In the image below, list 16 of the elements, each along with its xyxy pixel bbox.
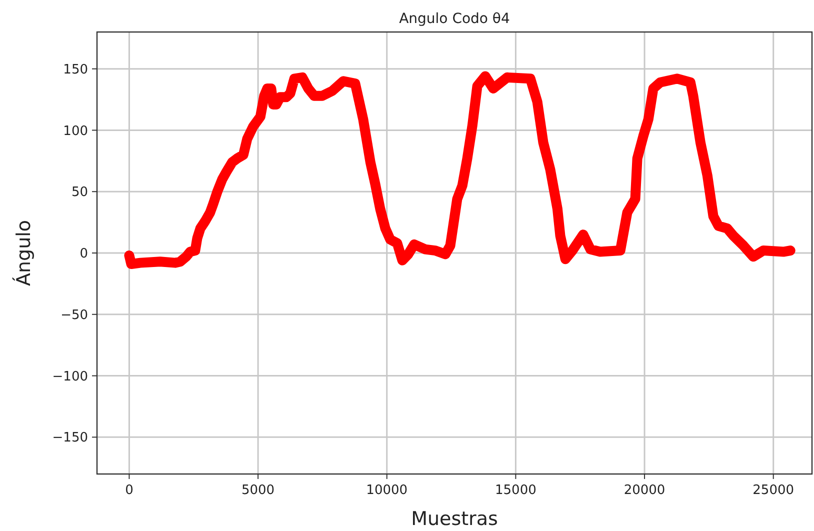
x-tick-label: 15000 [495, 483, 536, 498]
y-tick-label: 150 [63, 62, 88, 78]
x-tick-label: 5000 [241, 483, 275, 498]
y-axis-title: Ángulo [12, 220, 35, 286]
y-tick-label: 0 [80, 246, 88, 262]
y-tick-label: 50 [71, 185, 88, 200]
x-axis-title: Muestras [411, 508, 498, 530]
y-tick-label: −50 [60, 308, 88, 323]
y-tick-label: −100 [52, 369, 88, 384]
x-tick-label: 10000 [366, 483, 408, 498]
chart-title: Angulo Codo θ4 [399, 11, 510, 27]
x-tick-label: 25000 [752, 483, 794, 498]
x-tick-label: 20000 [624, 483, 666, 498]
x-tick-label: 0 [125, 483, 134, 498]
y-tick-label: −150 [52, 430, 88, 446]
y-tick-label: 100 [63, 124, 88, 139]
